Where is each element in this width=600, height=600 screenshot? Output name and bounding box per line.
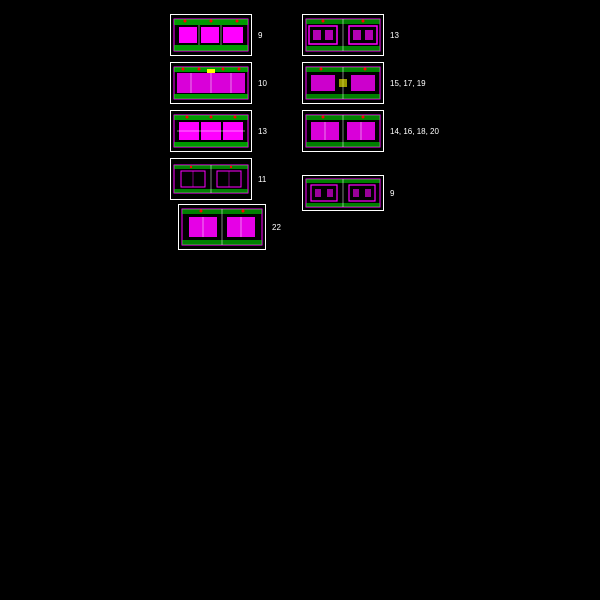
thumbnail-label: 14, 16, 18, 20 — [390, 127, 439, 136]
floorplan-thumbnail — [170, 14, 252, 56]
thumbnail-grid: 9 13 — [170, 14, 439, 254]
grid-col-right: 14, 16, 18, 20 — [302, 110, 439, 152]
thumbnail-label: 11 — [258, 175, 282, 184]
thumbnail-label: 13 — [390, 31, 414, 40]
grid-row: 22 — [178, 206, 439, 248]
floorplan-thumbnail — [302, 110, 384, 152]
floorplan-thumbnail — [178, 204, 266, 250]
floorplan-thumbnail — [170, 158, 252, 200]
thumbnail-label: 22 — [272, 223, 296, 232]
grid-row: 13 14, 16, 18, 20 — [170, 110, 439, 152]
grid-row: 9 13 — [170, 14, 439, 56]
thumbnail-label: 9 — [258, 31, 282, 40]
grid-row: 11 9 — [170, 158, 439, 200]
grid-row: 10 15, 17, 19 — [170, 62, 439, 104]
floorplan-thumbnail — [302, 175, 384, 211]
thumbnail-label: 9 — [390, 189, 414, 198]
floorplan-thumbnail — [170, 110, 252, 152]
floorplan-thumbnail — [302, 62, 384, 104]
grid-col-right: 9 — [302, 175, 414, 211]
thumbnail-label: 10 — [258, 79, 282, 88]
thumbnail-label: 13 — [258, 127, 282, 136]
floorplan-thumbnail — [302, 14, 384, 56]
grid-col-right: 13 — [302, 14, 414, 56]
thumbnail-label: 15, 17, 19 — [390, 79, 426, 88]
grid-col-right: 15, 17, 19 — [302, 62, 426, 104]
floorplan-thumbnail — [170, 62, 252, 104]
